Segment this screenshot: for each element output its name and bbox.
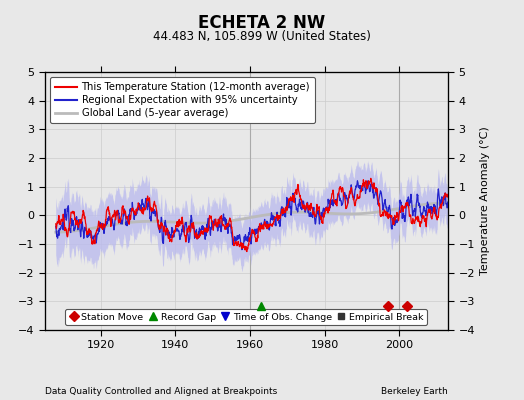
Legend: Station Move, Record Gap, Time of Obs. Change, Empirical Break: Station Move, Record Gap, Time of Obs. C… <box>66 309 427 325</box>
Text: Data Quality Controlled and Aligned at Breakpoints: Data Quality Controlled and Aligned at B… <box>45 387 277 396</box>
Text: Berkeley Earth: Berkeley Earth <box>381 387 448 396</box>
Y-axis label: Temperature Anomaly (°C): Temperature Anomaly (°C) <box>481 127 490 275</box>
Text: 44.483 N, 105.899 W (United States): 44.483 N, 105.899 W (United States) <box>153 30 371 43</box>
Text: ECHETA 2 NW: ECHETA 2 NW <box>199 14 325 32</box>
